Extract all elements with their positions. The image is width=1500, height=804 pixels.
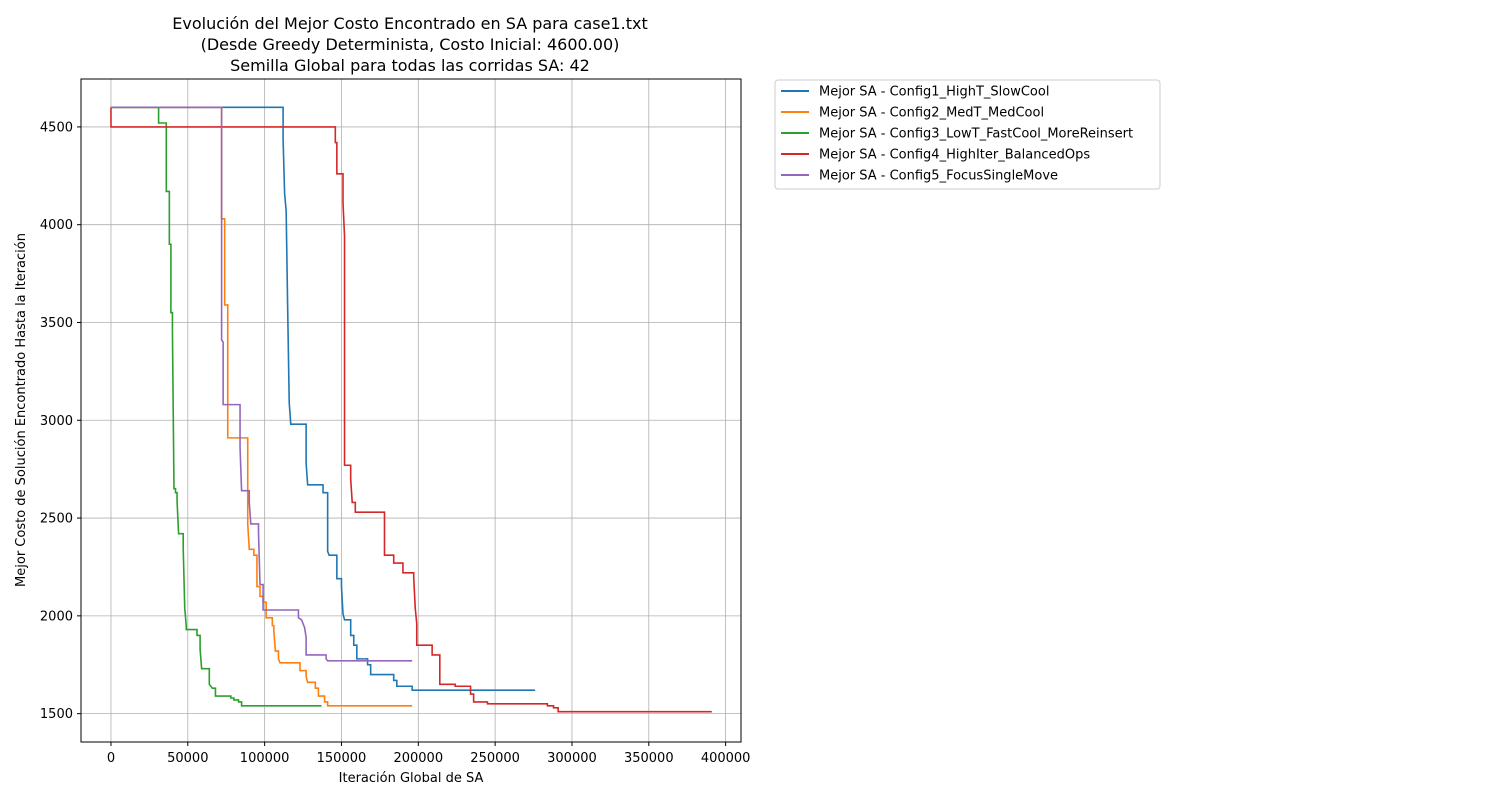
legend-label-4: Mejor SA - Config4_HighIter_BalancedOps [819,148,1090,163]
grid [81,79,741,742]
series-line-1 [110,106,536,691]
x-tick-label: 250000 [470,751,520,766]
y-tick-label: 3500 [40,316,73,331]
series-line-4 [110,107,712,713]
x-axis-label: Iteración Global de SA [339,771,484,786]
y-tick-label: 3000 [40,414,73,429]
plot-lines [110,106,712,713]
y-axis-label: Mejor Costo de Solución Encontrado Hasta… [14,233,29,587]
y-axis-ticks: 1500 2000 2500 3000 3500 4000 4500 [40,120,81,722]
x-axis-ticks: 0 50000 100000 150000 200000 250000 300000 3500… [107,742,751,766]
legend: Mejor SA - Config1_HighT_SlowCool Mejor S… [774,79,1161,190]
x-tick-label: 0 [107,751,115,766]
axes-frame [80,78,742,743]
x-tick-label: 350000 [624,751,674,766]
series-line-3 [110,106,322,707]
y-tick-label: 4500 [40,120,73,135]
legend-label-2: Mejor SA - Config2_MedT_MedCool [819,106,1044,121]
series-line-5 [110,106,413,662]
x-tick-label: 400000 [701,751,751,766]
x-tick-label: 50000 [167,751,208,766]
series-line-2 [110,106,413,707]
legend-box [774,79,1161,190]
y-tick-label: 2000 [40,609,73,624]
legend-label-1: Mejor SA - Config1_HighT_SlowCool [819,85,1049,100]
x-tick-label: 150000 [317,751,367,766]
y-tick-label: 1500 [40,707,73,722]
x-tick-label: 300000 [547,751,597,766]
x-tick-label: 100000 [240,751,290,766]
y-tick-label: 2500 [40,512,73,527]
legend-label-3: Mejor SA - Config3_LowT_FastCool_MoreRei… [819,127,1133,142]
y-tick-label: 4000 [40,218,73,233]
chart-title-line-3: Semilla Global para todas las corridas S… [230,56,590,75]
chart-title: Evolución del Mejor Costo Encontrado en … [172,14,647,75]
chart-title-line-1: Evolución del Mejor Costo Encontrado en … [172,14,647,33]
chart-title-line-2: (Desde Greedy Determinista, Costo Inicia… [201,35,620,54]
x-tick-label: 200000 [393,751,443,766]
legend-label-5: Mejor SA - Config5_FocusSingleMove [819,169,1058,184]
